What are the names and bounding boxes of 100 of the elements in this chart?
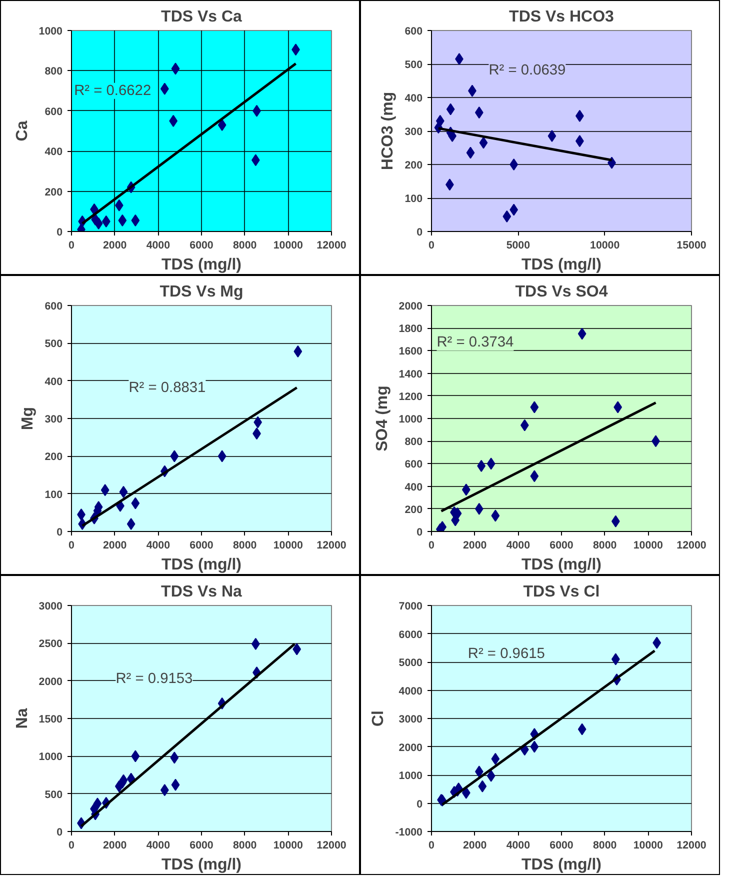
x-axis-title: TDS (mg/l) [162,856,242,874]
chart-title: TDS Vs Cl [523,584,600,600]
x-tick-label: 4000 [506,840,530,852]
y-tick-label: 800 [404,436,423,448]
x-tick-label: 2000 [102,840,127,852]
y-tick-label: 0 [56,226,63,238]
y-axis-title: Na [14,708,31,729]
x-tick-label: 4000 [146,840,170,852]
y-tick-label: 200 [404,160,423,172]
x-tick-label: 6000 [190,240,214,252]
y-tick-label: 1000 [398,770,423,782]
x-tick-label: 10000 [273,540,304,552]
y-tick-label: 0 [56,526,63,538]
y-tick-label: 2500 [38,638,63,650]
y-tick-label: 500 [44,788,63,801]
y-tick-label: 2000 [398,300,423,312]
x-tick-label: 0 [68,540,75,552]
x-tick-label: 12000 [316,540,346,552]
x-tick-label: 10000 [273,240,304,252]
y-tick-label: 400 [404,92,423,104]
annotation: R² = 0.9615 [468,646,545,662]
y-axis-title: Cl [370,710,388,726]
y-tick-label: 300 [404,126,423,138]
y-tick-label: 600 [404,458,423,471]
annotation: R² = 0.3734 [436,334,514,351]
y-tick-label: 400 [44,376,63,388]
chart-title: TDS Vs Ca [161,8,242,26]
y-tick-label: 0 [416,226,423,238]
annotation: R² = 0.0639 [488,62,566,79]
x-tick-label: 12000 [676,540,706,552]
y-tick-label: 0 [416,526,423,538]
x-tick-label: 0 [68,840,75,852]
y-tick-label: 600 [44,106,63,118]
x-tick-label: 0 [68,240,75,252]
y-tick-label: -1000 [395,826,423,838]
y-axis-title: SO4 (mg [374,386,391,452]
x-tick-label: 12000 [676,840,706,852]
annotation: R² = 0.8831 [128,380,206,396]
x-tick-label: 8000 [592,540,617,552]
x-tick-label: 15000 [676,240,706,252]
y-tick-label: 1000 [38,751,63,764]
x-tick-label: 2000 [102,240,127,252]
y-tick-label: 200 [404,504,423,516]
y-tick-label: 400 [44,146,63,158]
chart-title: TDS Vs SO4 [515,284,608,300]
x-tick-label: 8000 [592,840,617,852]
y-tick-label: 300 [44,414,63,426]
x-tick-label: 5000 [506,240,530,252]
x-tick-label: 0 [428,840,435,852]
y-tick-label: 0 [416,798,423,810]
y-tick-label: 1000 [398,414,423,426]
y-tick-label: 500 [44,338,63,350]
y-tick-label: 200 [44,451,63,464]
x-tick-label: 2000 [462,840,487,852]
x-axis-title: TDS (mg/l) [522,856,602,874]
x-tick-label: 2000 [102,540,127,552]
y-tick-label: 5000 [398,657,423,669]
y-axis-title: Mg [20,406,37,430]
x-axis-title: TDS (mg/l) [522,556,602,574]
x-tick-label: 6000 [190,540,214,552]
y-tick-label: 1200 [398,390,423,403]
y-tick-label: 100 [44,488,63,501]
y-axis-title: Ca [14,120,31,142]
y-tick-label: 2000 [38,676,63,688]
chart-title: TDS Vs Mg [160,284,244,300]
annotation: R² = 0.9153 [116,670,193,687]
x-tick-label: 4000 [506,540,530,552]
y-tick-label: 200 [44,186,63,198]
x-axis-title: TDS (mg/l) [162,556,242,574]
y-tick-label: 3000 [398,714,423,726]
x-tick-label: 12000 [316,840,346,852]
x-tick-label: 8000 [232,540,257,552]
y-tick-label: 4000 [398,685,423,698]
y-tick-label: 0 [56,826,63,838]
y-tick-label: 3000 [38,600,63,612]
x-tick-label: 8000 [232,840,257,852]
x-tick-label: 10000 [273,840,304,852]
y-tick-label: 100 [404,193,423,205]
x-tick-label: 6000 [550,840,574,852]
y-tick-label: 6000 [398,628,423,641]
y-axis-title: HCO3 (mg [380,92,397,170]
x-tick-label: 8000 [232,240,257,252]
y-tick-label: 600 [404,26,423,38]
y-tick-label: 800 [44,66,63,78]
y-tick-label: 500 [404,59,423,71]
x-tick-label: 10000 [590,240,620,252]
y-tick-label: 600 [44,300,63,312]
x-tick-label: 0 [428,240,435,252]
x-tick-label: 10000 [633,540,664,552]
x-tick-label: 6000 [190,840,214,852]
x-tick-label: 10000 [633,840,664,852]
y-tick-label: 400 [404,481,423,494]
y-tick-label: 1400 [398,368,423,380]
x-tick-label: 0 [428,540,435,552]
y-tick-label: 1600 [398,346,423,358]
chart-title: TDS Vs Na [161,584,242,600]
x-tick-label: 6000 [550,540,574,552]
y-tick-label: 1800 [398,323,423,336]
x-tick-label: 12000 [316,240,346,252]
y-tick-label: 7000 [398,600,423,612]
